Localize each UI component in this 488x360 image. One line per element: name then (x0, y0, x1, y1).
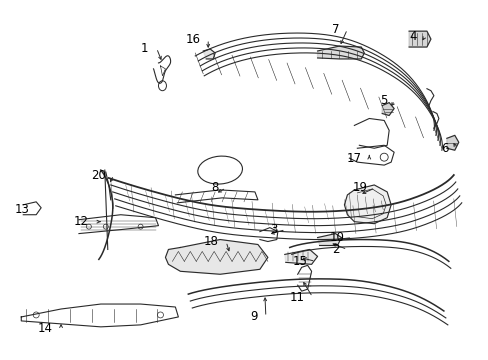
Polygon shape (317, 234, 341, 246)
Polygon shape (284, 249, 317, 264)
Text: 20: 20 (91, 168, 105, 181)
Text: 10: 10 (329, 231, 344, 244)
Polygon shape (317, 46, 364, 59)
Text: 7: 7 (331, 23, 339, 36)
Text: 6: 6 (441, 142, 448, 155)
Text: 5: 5 (379, 94, 386, 107)
Polygon shape (408, 31, 430, 47)
Text: 19: 19 (351, 181, 366, 194)
Polygon shape (382, 103, 393, 116)
Text: 12: 12 (74, 215, 89, 228)
Text: 17: 17 (346, 152, 361, 165)
Text: 3: 3 (270, 223, 277, 236)
Text: 16: 16 (185, 33, 200, 46)
Text: 8: 8 (210, 181, 218, 194)
Text: 18: 18 (203, 235, 218, 248)
Text: 9: 9 (250, 310, 257, 323)
Polygon shape (344, 185, 390, 224)
Text: 2: 2 (331, 243, 339, 256)
Text: 1: 1 (141, 41, 148, 54)
Text: 13: 13 (14, 203, 29, 216)
Text: 14: 14 (38, 322, 53, 336)
Text: 4: 4 (408, 30, 416, 42)
Text: 15: 15 (292, 255, 307, 268)
Polygon shape (446, 135, 458, 150)
Text: 11: 11 (289, 291, 304, 303)
Polygon shape (165, 239, 267, 274)
Polygon shape (203, 49, 215, 59)
